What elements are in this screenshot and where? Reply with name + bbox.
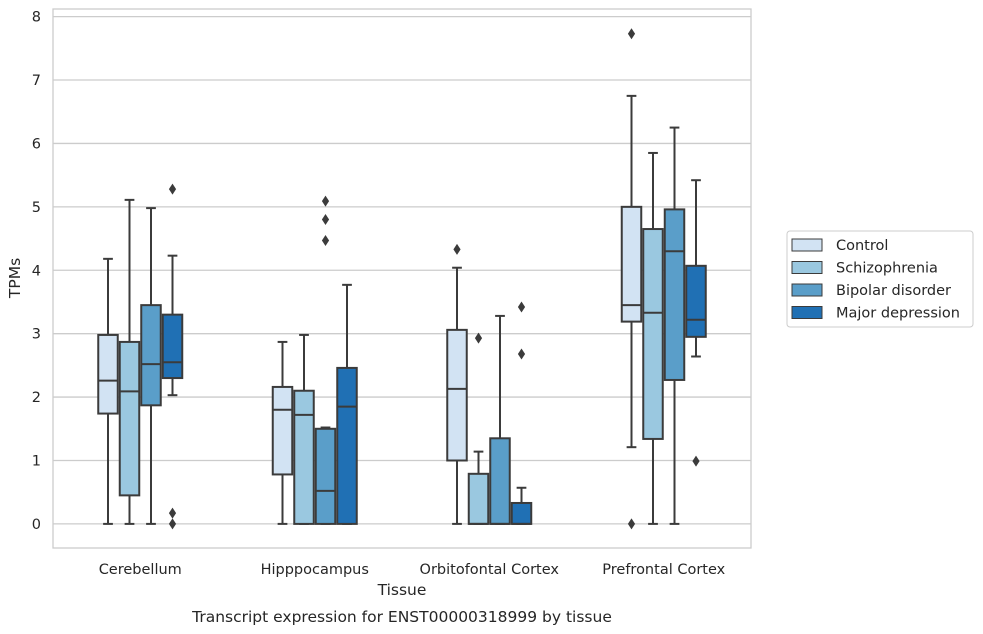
- box-group-2: [446, 243, 533, 525]
- box-body: [467, 472, 490, 525]
- box-body: [271, 385, 294, 476]
- box-2-2: [489, 314, 511, 525]
- outlier-0: [692, 455, 700, 467]
- x-tick-labels: Cerebellum Hipppocampus Orbitofontal Corte…: [99, 562, 726, 578]
- outlier-0: [474, 332, 483, 344]
- box-1-0: [271, 340, 294, 525]
- y-tick-labels: 0 1 2 3 4 5 6 7 8: [32, 10, 41, 533]
- outlier-1: [321, 214, 330, 226]
- box-body: [140, 304, 162, 407]
- box-body: [489, 437, 511, 525]
- y-tick-label-8: 8: [32, 10, 41, 26]
- y-tick-label-4: 4: [32, 263, 41, 279]
- box-body: [118, 340, 141, 497]
- box-body: [510, 501, 533, 525]
- legend-swatch-2: [791, 283, 823, 297]
- x-tick-label-2: Orbitofontal Cortex: [420, 562, 560, 578]
- box-3-0: [620, 28, 643, 530]
- legend-swatch-0: [791, 238, 823, 252]
- box-body: [446, 328, 468, 462]
- legend-label-0: Control: [836, 238, 888, 254]
- outlier-2: [168, 183, 177, 195]
- box-body: [161, 313, 184, 380]
- outlier-1: [517, 301, 526, 313]
- box-1-1: [293, 333, 315, 525]
- box-body: [663, 208, 686, 381]
- legend: Control Schizophrenia Bipolar disorder Majo…: [786, 230, 974, 328]
- box-body: [97, 333, 119, 415]
- box-3-2: [663, 126, 686, 525]
- y-tick-label-5: 5: [32, 200, 41, 216]
- outlier-0: [627, 518, 636, 530]
- outlier-0: [453, 243, 461, 255]
- box-0-1: [118, 198, 141, 525]
- box-group-0: [97, 183, 184, 530]
- outlier-2: [321, 195, 330, 207]
- outlier-0: [168, 518, 177, 530]
- y-tick-label-6: 6: [32, 136, 41, 152]
- legend-label-2: Bipolar disorder: [836, 283, 951, 299]
- box-3-3: [685, 179, 707, 467]
- outlier-1: [168, 507, 177, 519]
- legend-frame: [786, 230, 974, 328]
- y-axis-title: TPMs: [6, 258, 24, 299]
- box-body: [620, 205, 643, 323]
- box-3-1: [642, 151, 664, 525]
- x-tick-label-3: Prefrontal Cortex: [602, 562, 725, 578]
- box-plot-groups: [97, 28, 707, 530]
- box-2-1: [467, 332, 490, 525]
- y-tick-label-1: 1: [32, 453, 41, 469]
- y-tick-label-7: 7: [32, 73, 41, 89]
- y-tick-label-3: 3: [32, 327, 41, 343]
- box-group-3: [620, 28, 707, 530]
- box-2-0: [446, 243, 468, 525]
- box-body: [685, 264, 707, 338]
- legend-swatch-3: [791, 306, 823, 319]
- box-body: [314, 427, 337, 525]
- legend-swatch-1: [791, 261, 823, 274]
- box-1-2: [314, 195, 337, 525]
- box-0-3: [161, 183, 184, 530]
- outlier-0: [517, 348, 526, 360]
- box-group-1: [271, 195, 358, 525]
- x-axis-title: Tissue: [377, 581, 427, 599]
- x-tick-label-0: Cerebellum: [99, 562, 182, 578]
- chart-caption: Transcript expression for ENST0000031899…: [191, 608, 612, 626]
- legend-label-3: Major depression: [836, 306, 960, 322]
- box-0-2: [140, 207, 162, 525]
- legend-label-1: Schizophrenia: [836, 261, 938, 277]
- box-2-3: [510, 301, 533, 525]
- outlier-1: [627, 28, 636, 40]
- box-body: [642, 228, 664, 440]
- box-1-3: [336, 283, 358, 525]
- plot-frame: [52, 8, 752, 549]
- box-body: [293, 389, 315, 525]
- y-tick-label-2: 2: [32, 390, 41, 406]
- outlier-0: [321, 234, 330, 246]
- box-0-0: [97, 257, 119, 525]
- y-tick-label-0: 0: [32, 517, 41, 533]
- x-tick-label-1: Hipppocampus: [261, 562, 369, 578]
- box-body: [336, 366, 358, 525]
